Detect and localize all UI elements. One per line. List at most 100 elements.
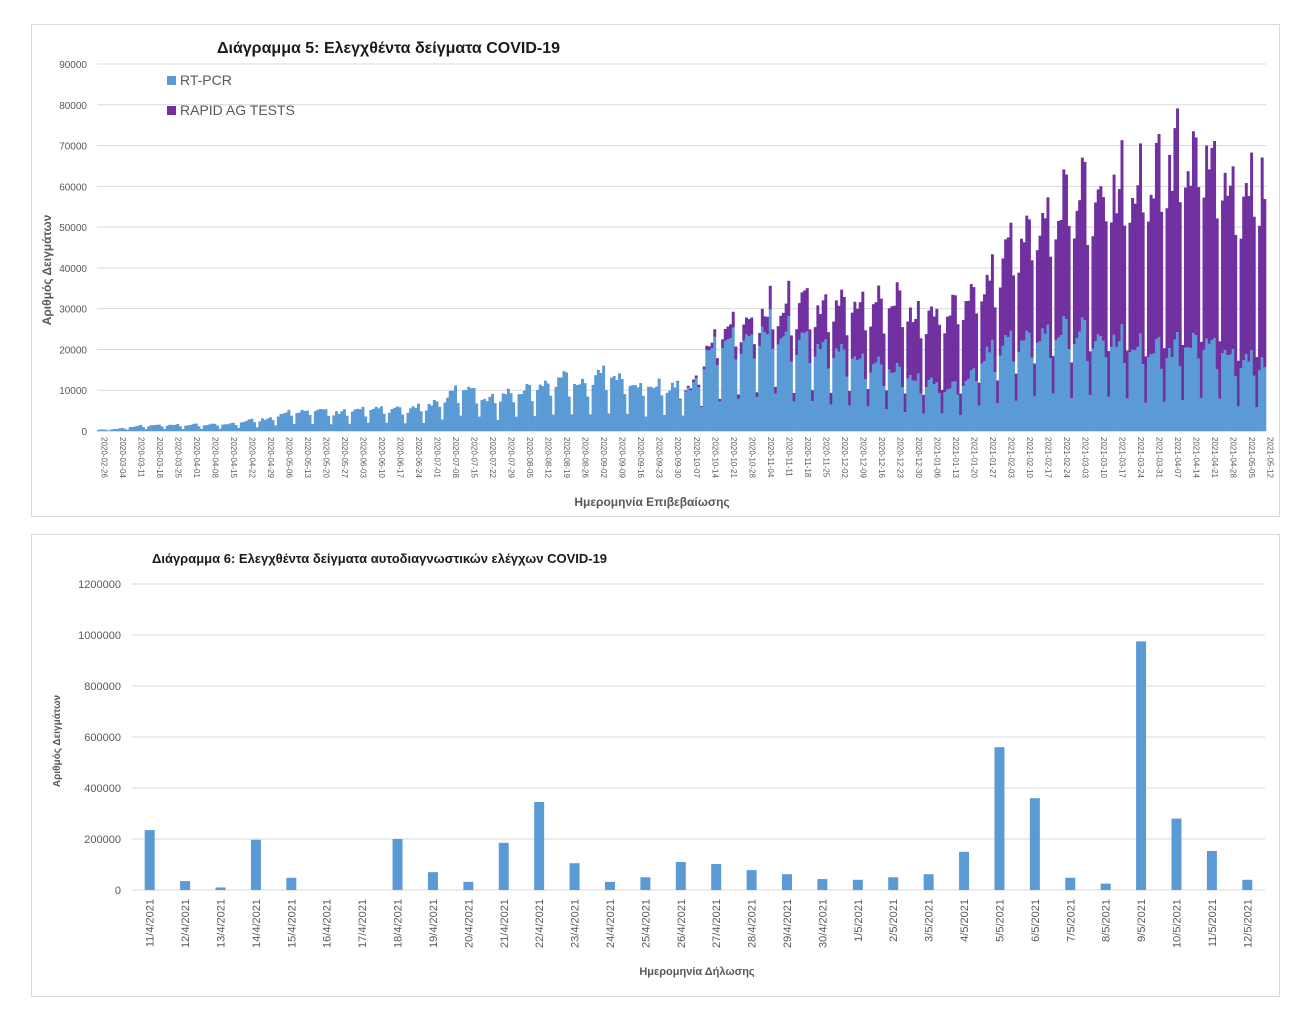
selftests-chart: Διάγραμμα 6: Ελεγχθέντα δείγματα αυτοδια… — [52, 551, 1265, 978]
bar-rtpcr — [446, 397, 450, 431]
bar-rtpcr — [290, 415, 294, 431]
bar-rtpcr — [271, 420, 275, 431]
bar-rtpcr — [292, 423, 296, 431]
bar-rapid — [1064, 174, 1068, 320]
bar-rapid — [774, 386, 778, 394]
bar-rtpcr — [110, 429, 114, 431]
bar-rapid — [1152, 198, 1156, 354]
bar-rapid — [1210, 147, 1214, 340]
x-tick-label: 6/5/2021 — [1030, 899, 1042, 942]
bar-selftest — [1100, 883, 1111, 890]
bar-rapid — [1049, 256, 1053, 359]
bar-rapid — [908, 307, 912, 376]
bar-rapid — [1102, 197, 1105, 341]
bar-rapid — [1255, 357, 1259, 408]
bar-rapid — [837, 305, 841, 352]
bar-rapid — [1104, 221, 1108, 358]
bar-rtpcr — [800, 332, 804, 431]
bar-rtpcr — [112, 429, 116, 431]
bar-rtpcr — [596, 369, 600, 431]
bar-rapid — [1162, 348, 1166, 402]
bar-rtpcr — [620, 379, 624, 431]
bar-rtpcr — [594, 375, 598, 431]
x-tick-label: 2020-11-11 — [784, 437, 793, 477]
bar-rtpcr — [1012, 361, 1016, 431]
x-tick-label: 2020-09-16 — [636, 437, 645, 478]
bar-rtpcr — [1141, 364, 1145, 431]
x-tick-label: 2020-11-25 — [821, 437, 830, 478]
bar-rtpcr — [186, 425, 190, 431]
bar-rtpcr — [266, 418, 270, 431]
bar-rtpcr — [1006, 337, 1010, 431]
bar-rtpcr — [358, 409, 362, 431]
bar-rtpcr — [591, 384, 595, 431]
bar-rtpcr — [983, 361, 986, 431]
bar-rapid — [948, 315, 952, 389]
x-tick-label: 2020-07-15 — [470, 437, 479, 478]
bar-rapid — [800, 292, 804, 333]
x-tick-label: 25/4/2021 — [640, 899, 652, 948]
bar-rtpcr — [816, 344, 820, 431]
bar-rtpcr — [768, 309, 772, 431]
bar-rapid — [1062, 169, 1066, 317]
bar-rtpcr — [707, 350, 711, 431]
bar-rtpcr — [990, 339, 994, 431]
bar-rapid — [692, 379, 696, 383]
x-tick-label: 2021-02-24 — [1062, 437, 1071, 478]
bar-rtpcr — [1131, 349, 1135, 431]
x-tick-label: 2020-07-08 — [451, 437, 460, 478]
bar-rtpcr — [631, 385, 635, 431]
x-tick-label: 2021-03-24 — [1136, 437, 1145, 478]
bar-rtpcr — [181, 429, 185, 431]
x-tick-label: 2020-09-23 — [655, 437, 664, 478]
bar-rtpcr — [255, 427, 259, 431]
x-tick-label: 4/5/2021 — [959, 899, 971, 942]
bar-rtpcr — [908, 375, 912, 431]
bar-rtpcr — [649, 386, 653, 431]
bar-rtpcr — [1075, 338, 1079, 431]
bar-rapid — [808, 329, 812, 364]
bar-rapid — [1213, 140, 1217, 339]
legend-label-rtpcr: RT-PCR — [180, 72, 232, 88]
x-tick-label: 2021-03-31 — [1155, 437, 1164, 478]
bar-rtpcr — [779, 338, 783, 431]
bar-rapid — [1260, 157, 1264, 358]
bar-rtpcr — [250, 418, 254, 431]
bar-rapid — [877, 285, 881, 357]
bar-rtpcr — [670, 382, 674, 431]
bar-rtpcr — [700, 407, 703, 431]
bar-rtpcr — [655, 386, 658, 431]
bar-rtpcr — [826, 368, 830, 431]
bar-rtpcr — [332, 415, 336, 431]
bar-rtpcr — [721, 348, 725, 431]
bar-rtpcr — [615, 380, 619, 431]
bar-rtpcr — [308, 414, 312, 431]
bar-rapid — [1205, 145, 1209, 339]
bar-rapid — [752, 344, 756, 359]
bar-rtpcr — [321, 409, 325, 431]
bar-rapid — [863, 330, 867, 380]
x-tick-label: 2020-09-30 — [673, 437, 682, 478]
bar-rtpcr — [1096, 334, 1100, 431]
bar-rtpcr — [565, 372, 569, 431]
bar-rtpcr — [533, 416, 537, 431]
bar-rtpcr — [744, 334, 748, 431]
bar-rtpcr — [1255, 407, 1259, 431]
bar-rtpcr — [1030, 357, 1034, 431]
bar-rapid — [887, 308, 891, 370]
bar-rtpcr — [996, 402, 1000, 431]
bar-selftest — [1029, 798, 1040, 890]
bar-rapid — [694, 375, 698, 379]
bar-rapid — [998, 287, 1002, 356]
bar-rtpcr — [1091, 348, 1095, 431]
bar-rtpcr — [409, 408, 413, 431]
bar-rtpcr — [975, 381, 979, 431]
bar-rapid — [776, 326, 780, 345]
bar-rapid — [1223, 172, 1227, 351]
bar-rtpcr — [403, 423, 407, 431]
x-tick-label: 2021-01-06 — [932, 437, 941, 478]
bar-rapid — [840, 289, 844, 345]
bar-rtpcr — [628, 385, 632, 431]
bar-rtpcr — [369, 410, 373, 431]
y-tick-label: 1000000 — [78, 630, 121, 642]
